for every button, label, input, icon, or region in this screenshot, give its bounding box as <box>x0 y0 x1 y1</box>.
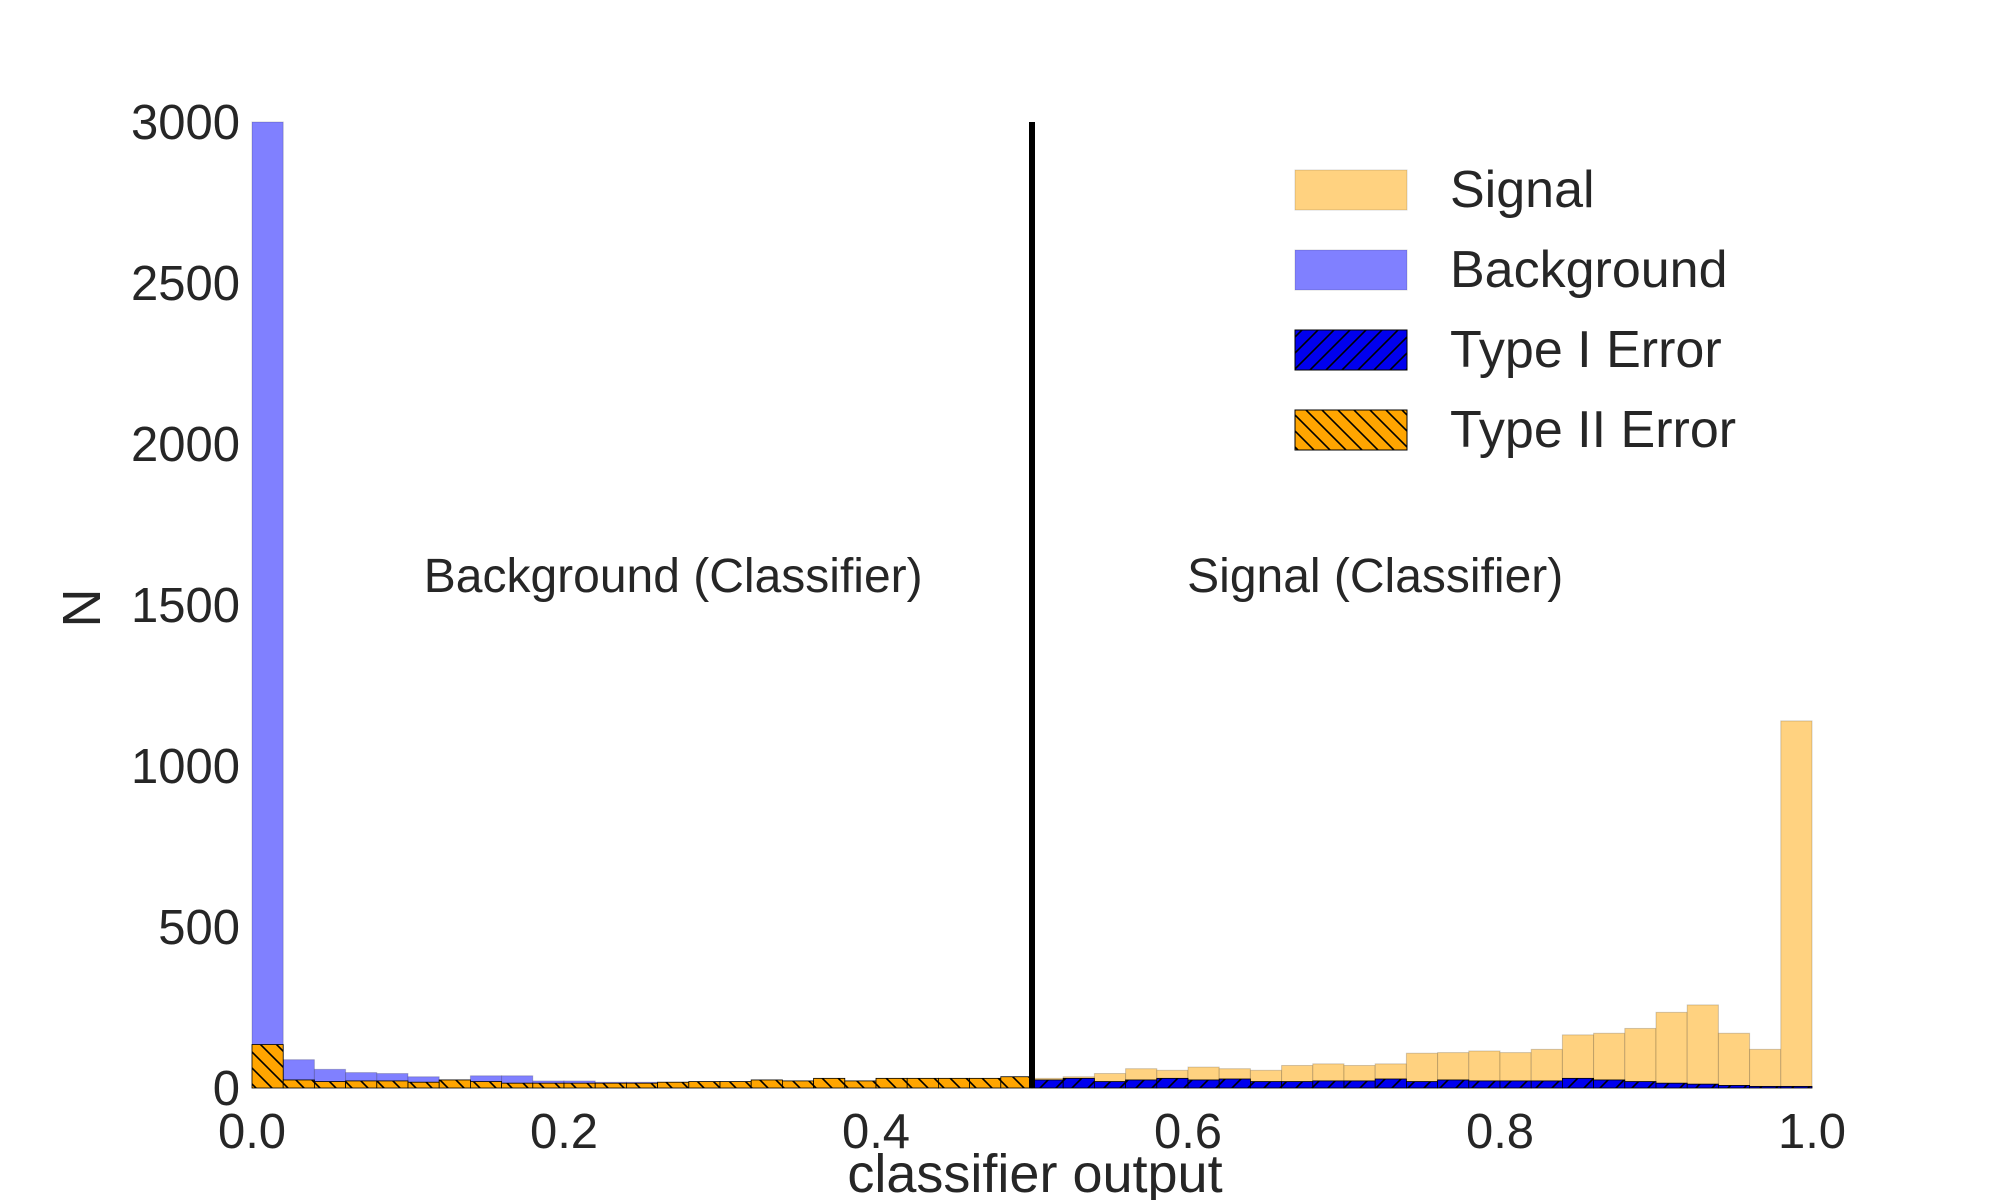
bar <box>1624 1027 1657 1089</box>
y-tick-label: 3000 <box>131 96 240 150</box>
bar-hatch <box>501 1083 533 1088</box>
bar-hatch <box>1718 1085 1750 1088</box>
bar-hatch <box>532 1083 564 1088</box>
x-tick-label: 0.0 <box>218 1105 286 1159</box>
bar-hatch <box>782 1080 814 1088</box>
bar <box>1780 720 1813 1089</box>
x-axis-ticks: 0.0 0.2 0.4 0.6 0.8 1.0 <box>218 1105 1846 1159</box>
legend-item: Signal <box>1294 161 1595 219</box>
y-tick-label: 1000 <box>131 740 240 794</box>
bar-hatch <box>1500 1080 1532 1088</box>
bar-hatch <box>1624 1081 1656 1088</box>
bar-hatch <box>813 1078 845 1088</box>
bar-hatch <box>345 1080 377 1088</box>
x-tick-label: 0.4 <box>842 1105 910 1159</box>
bar-hatch <box>688 1081 720 1088</box>
bar-hatch <box>969 1078 1001 1088</box>
x-axis-label: classifier output <box>847 1144 1222 1200</box>
bar <box>1655 1011 1688 1089</box>
series-signal <box>1031 720 1813 1089</box>
legend-label: Type II Error <box>1450 401 1736 459</box>
legend-label: Type I Error <box>1450 321 1722 379</box>
bar-hatch <box>1437 1079 1469 1088</box>
bar-hatch <box>938 1078 970 1088</box>
bar-hatch <box>1656 1083 1688 1088</box>
x-tick-label: 1.0 <box>1778 1105 1846 1159</box>
series-type-i-error <box>1031 1077 1813 1089</box>
bar-hatch <box>1687 1084 1719 1088</box>
x-tick-label: 0.6 <box>1154 1105 1222 1159</box>
series-type-ii-error <box>251 1044 1033 1089</box>
bar-hatch <box>1250 1081 1282 1088</box>
bar-hatch <box>876 1078 908 1088</box>
bar <box>1686 1004 1719 1089</box>
region-annotation: Background (Classifier) <box>424 550 923 603</box>
bar-hatch <box>1219 1078 1251 1088</box>
bar-hatch <box>1063 1078 1095 1088</box>
bar-hatch <box>1188 1079 1220 1088</box>
bar <box>1717 1032 1751 1089</box>
bar-hatch <box>1032 1079 1064 1088</box>
region-annotation: Signal (Classifier) <box>1187 550 1563 603</box>
legend: Signal Background Type I Error Type II Erro… <box>1294 161 1736 459</box>
bar <box>251 121 284 1089</box>
y-axis-ticks: 0 500 1000 1500 2000 2500 3000 <box>131 96 240 1116</box>
bar-hatch <box>1562 1078 1594 1088</box>
y-axis-label: N <box>52 589 112 628</box>
bar-hatch <box>1281 1081 1313 1088</box>
bar-hatch <box>1125 1079 1157 1088</box>
bar-hatch <box>252 1044 284 1088</box>
y-tick-label: 1500 <box>131 579 240 633</box>
bar-hatch <box>1375 1078 1407 1088</box>
x-tick-label: 0.8 <box>1466 1105 1534 1159</box>
legend-swatch <box>1294 169 1408 211</box>
y-tick-label: 0 <box>213 1062 240 1116</box>
bar-hatch <box>1000 1076 1032 1088</box>
bar-hatch <box>1156 1078 1188 1088</box>
x-tick-label: 0.2 <box>530 1105 598 1159</box>
bar <box>1749 1048 1782 1089</box>
bar-hatch <box>907 1078 939 1088</box>
legend-item: Type I Error <box>1294 321 1722 379</box>
bar-hatch <box>470 1081 502 1088</box>
legend-label: Signal <box>1450 161 1595 219</box>
legend-swatch-hatch <box>1295 330 1407 370</box>
bar-hatch <box>1344 1080 1376 1088</box>
series-background <box>251 121 1033 1089</box>
region-annotations: Background (Classifier) Signal (Classifie… <box>424 550 1563 603</box>
bar-hatch <box>376 1080 408 1088</box>
bar-hatch <box>657 1082 689 1088</box>
bar-hatch <box>1468 1080 1500 1088</box>
legend-item: Type II Error <box>1294 401 1736 459</box>
bar-hatch <box>844 1080 876 1088</box>
legend-label: Background <box>1450 241 1728 299</box>
bar-hatch <box>1094 1081 1126 1088</box>
bar-hatch <box>1406 1081 1438 1088</box>
bar-hatch <box>720 1081 752 1088</box>
bar-hatch <box>1780 1086 1812 1088</box>
legend-swatch-hatch <box>1295 410 1407 450</box>
bar-hatch <box>283 1079 315 1088</box>
bar-hatch <box>1312 1080 1344 1088</box>
bar-hatch <box>314 1081 346 1088</box>
bar-hatch <box>595 1083 627 1088</box>
legend-item: Background <box>1294 241 1728 299</box>
bar-hatch <box>564 1083 596 1088</box>
bar-hatch <box>1749 1086 1781 1088</box>
y-tick-label: 2000 <box>131 418 240 472</box>
plot-area <box>251 121 1813 1089</box>
bar <box>1593 1032 1626 1089</box>
bar-hatch <box>439 1079 471 1088</box>
legend-swatch <box>1294 249 1408 291</box>
bar-hatch <box>751 1079 783 1088</box>
bar-hatch <box>1593 1079 1625 1088</box>
bar-hatch <box>1531 1080 1563 1088</box>
bar-hatch <box>626 1083 658 1088</box>
y-tick-label: 2500 <box>131 257 240 311</box>
bar-hatch <box>408 1082 440 1088</box>
y-tick-label: 500 <box>158 901 240 955</box>
